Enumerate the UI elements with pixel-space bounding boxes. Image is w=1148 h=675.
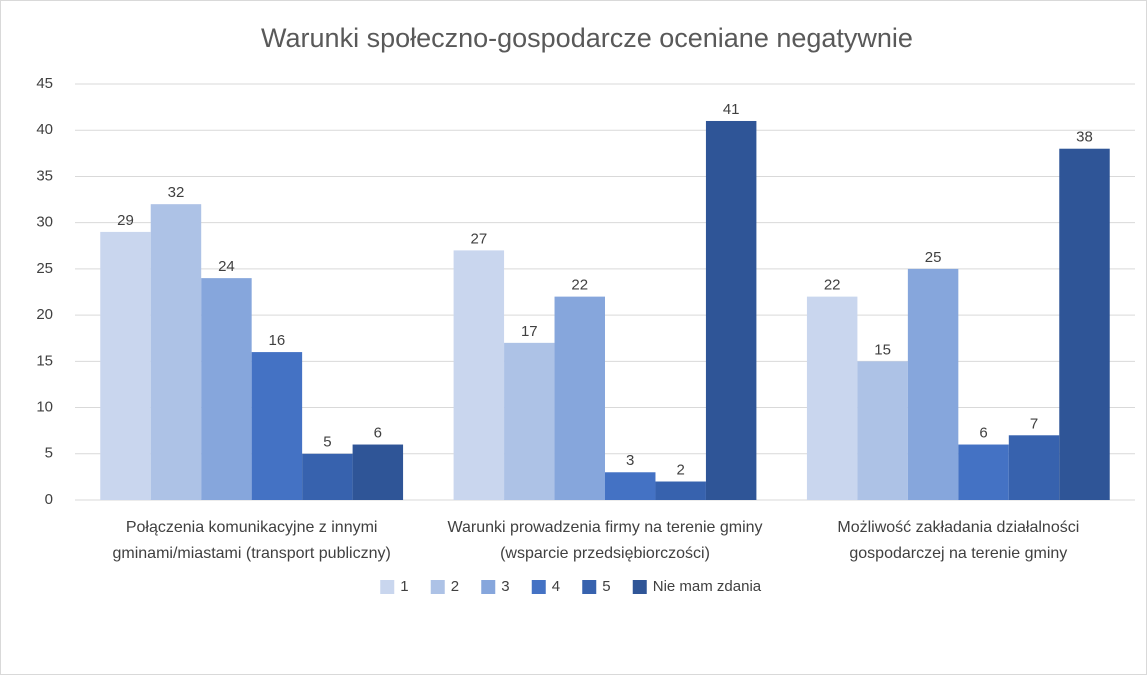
legend-swatch xyxy=(582,580,597,594)
y-tick-label: 45 xyxy=(36,75,53,92)
bar xyxy=(302,453,353,500)
bar xyxy=(705,120,757,500)
data-label: 22 xyxy=(824,277,841,294)
bar xyxy=(605,472,656,500)
y-tick-label: 10 xyxy=(36,399,53,416)
data-label: 22 xyxy=(571,277,588,294)
data-label: 6 xyxy=(374,425,382,442)
data-label: 41 xyxy=(723,101,740,118)
data-label: 7 xyxy=(1030,415,1038,432)
bar xyxy=(1059,148,1110,500)
chart-title: Warunki społeczno-gospodarcze oceniane n… xyxy=(261,23,913,53)
legend-swatch xyxy=(430,580,445,594)
y-tick-label: 30 xyxy=(36,214,53,231)
data-label: 25 xyxy=(925,249,942,266)
data-label: 16 xyxy=(269,332,286,349)
bar xyxy=(504,342,555,500)
y-tick-label: 15 xyxy=(36,352,53,369)
bar xyxy=(453,250,505,500)
legend-label: Nie mam zdania xyxy=(653,578,762,595)
data-label: 29 xyxy=(117,212,134,229)
data-label: 6 xyxy=(979,425,987,442)
bar xyxy=(958,444,1009,500)
bar xyxy=(655,481,706,500)
data-label: 15 xyxy=(874,341,891,358)
legend-swatch xyxy=(380,580,395,594)
y-tick-label: 40 xyxy=(36,121,53,138)
legend-label: 4 xyxy=(552,578,560,595)
bar xyxy=(201,278,252,500)
bar xyxy=(100,231,151,500)
x-tick-label: Możliwość zakładania działalności gospod… xyxy=(837,519,1080,562)
y-tick-label: 25 xyxy=(36,260,53,277)
bar xyxy=(554,296,605,500)
y-tick-label: 20 xyxy=(36,306,53,323)
bar xyxy=(806,296,858,500)
bar xyxy=(150,204,202,500)
legend-label: 1 xyxy=(400,578,408,595)
data-label: 24 xyxy=(218,258,235,275)
x-tick-label: Warunki prowadzenia firmy na terenie gmi… xyxy=(447,519,763,562)
bar xyxy=(251,352,303,500)
data-label: 5 xyxy=(323,434,331,451)
bar xyxy=(352,444,404,500)
data-label: 3 xyxy=(626,452,634,469)
data-label: 27 xyxy=(470,230,487,247)
bar xyxy=(857,361,908,500)
legend-swatch xyxy=(481,580,496,594)
y-tick-label: 5 xyxy=(45,445,53,462)
data-label: 2 xyxy=(677,461,685,478)
data-label: 38 xyxy=(1076,129,1093,146)
bar xyxy=(1008,435,1060,500)
x-tick-label: Połączenia komunikacyjne z innymi gminam… xyxy=(112,519,391,562)
legend-label: 2 xyxy=(451,578,459,595)
legend-swatch xyxy=(632,580,647,594)
legend-label: 3 xyxy=(501,578,509,595)
legend-swatch xyxy=(531,580,546,594)
y-tick-label: 0 xyxy=(45,491,53,508)
bar xyxy=(907,268,959,500)
legend-label: 5 xyxy=(602,578,610,595)
data-label: 17 xyxy=(521,323,538,340)
data-label: 32 xyxy=(168,184,185,201)
y-tick-label: 35 xyxy=(36,167,53,184)
